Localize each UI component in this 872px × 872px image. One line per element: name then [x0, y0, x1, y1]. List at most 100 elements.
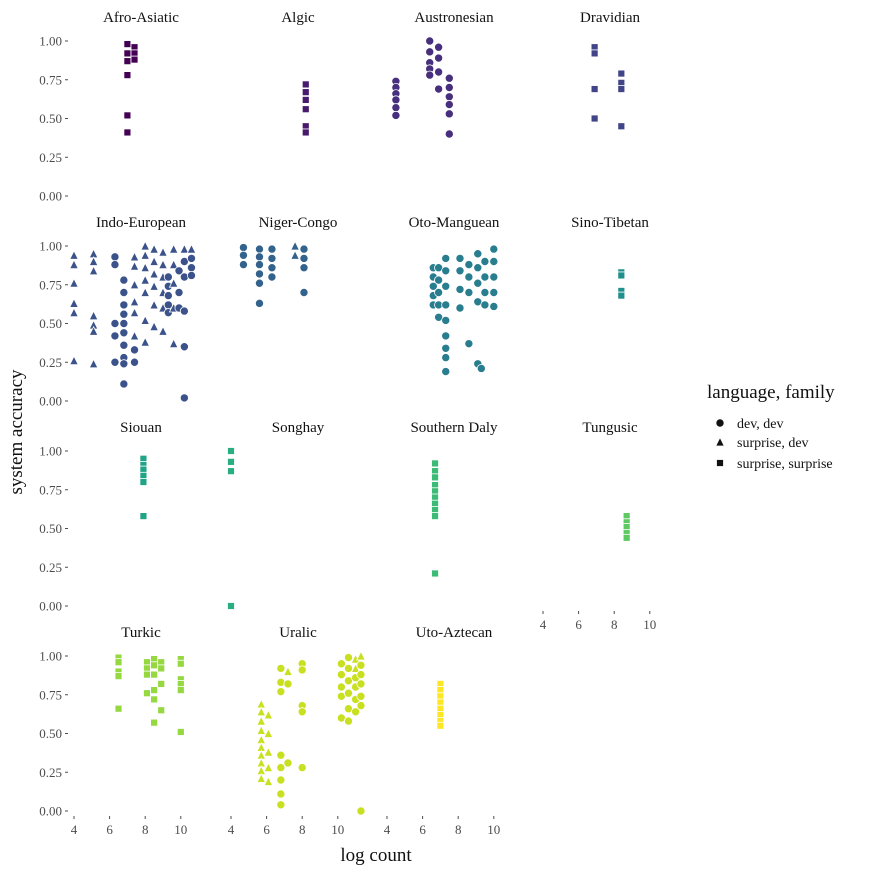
point-niger-congo-17 [299, 263, 309, 273]
panels-layer: Afro-Asiatic Algic Austronesian Dravidian In… [39, 10, 656, 837]
point-indo-european-32 [129, 307, 140, 318]
x-tick-label: 4 [540, 617, 547, 632]
point-indo-european-3 [69, 297, 79, 308]
point-uralic-15 [276, 663, 286, 673]
point-uralic-29 [297, 707, 307, 717]
x-tick-label: 10 [643, 617, 656, 632]
point-turkic-10 [150, 661, 159, 670]
panel-indo-european: Indo-European [69, 215, 197, 403]
point-austronesian-13 [434, 67, 444, 77]
point-oto-manguean-40 [489, 287, 499, 297]
point-uralic-22 [276, 800, 286, 810]
point-oto-manguean-26 [464, 339, 474, 349]
point-niger-congo-2 [238, 260, 248, 270]
point-oto-manguean-21 [455, 284, 465, 294]
point-niger-congo-9 [267, 244, 277, 254]
x-tick-label: 4 [384, 822, 391, 837]
legend-label-dev-dev: dev, dev [737, 417, 784, 432]
point-indo-european-11 [88, 325, 99, 336]
point-indo-european-77 [186, 270, 196, 280]
y-axis-title: system accuracy [6, 369, 27, 495]
point-austronesian-5 [391, 110, 401, 120]
point-niger-congo-16 [299, 253, 309, 263]
point-songhay-3 [227, 602, 235, 610]
x-tick-label: 4 [228, 822, 235, 837]
point-niger-congo-12 [267, 272, 277, 282]
point-indo-european-47 [149, 299, 159, 310]
point-oto-manguean-2 [428, 281, 438, 291]
point-uralic-47 [351, 707, 361, 717]
point-indo-european-43 [149, 243, 159, 254]
point-indo-european-9 [88, 310, 99, 321]
point-turkic-4 [114, 704, 123, 713]
panel-oto-manguean: Oto-Manguean [409, 215, 500, 377]
point-austronesian-19 [444, 109, 454, 119]
y-tick-label: 1.00 [39, 444, 62, 459]
point-oto-manguean-7 [434, 287, 444, 297]
point-uralic-52 [356, 691, 366, 701]
point-oto-manguean-20 [455, 266, 465, 276]
panel-austronesian: Austronesian [391, 10, 494, 139]
point-uralic-13 [263, 762, 274, 772]
panel-algic: Algic [281, 10, 315, 137]
point-uralic-51 [356, 679, 366, 689]
point-uralic-20 [276, 775, 286, 785]
point-indo-european-40 [140, 287, 151, 297]
point-oto-manguean-11 [441, 266, 451, 276]
point-dravidian-4 [617, 69, 626, 78]
x-tick-label: 6 [575, 617, 582, 632]
point-uralic-27 [297, 665, 307, 675]
y-tick-label: 0.00 [39, 189, 62, 204]
point-uralic-18 [276, 750, 286, 760]
point-turkic-20 [176, 659, 185, 668]
point-indo-european-5 [69, 355, 79, 366]
point-austronesian-14 [434, 84, 444, 94]
panel-title-afro-asiatic: Afro-Asiatic [103, 10, 179, 26]
point-turkic-3 [114, 672, 123, 681]
point-austronesian-10 [425, 70, 435, 80]
point-uralic-21 [276, 789, 286, 799]
point-oto-manguean-10 [441, 253, 451, 263]
point-indo-european-15 [110, 318, 120, 328]
point-uto-aztecan-7 [436, 721, 445, 730]
point-dravidian-2 [590, 85, 599, 93]
panel-siouan: Siouan [120, 420, 162, 520]
point-oto-manguean-41 [489, 301, 499, 311]
point-austronesian-16 [444, 83, 454, 93]
point-indo-european-72 [179, 342, 189, 352]
point-indo-european-65 [174, 266, 184, 276]
point-oto-manguean-18 [441, 367, 451, 377]
point-uralic-50 [356, 670, 366, 680]
point-niger-congo-8 [254, 298, 264, 308]
point-indo-european-49 [158, 246, 168, 257]
y-tick-label: 0.00 [39, 394, 62, 409]
point-afro-asiatic-0 [123, 40, 132, 48]
point-niger-congo-3 [254, 244, 264, 254]
legend-title: language, family [707, 382, 835, 403]
point-oto-manguean-36 [480, 300, 490, 310]
legend-keys [715, 418, 725, 467]
point-southern-daly-8 [431, 512, 439, 520]
point-uralic-25 [283, 758, 293, 768]
point-algic-2 [301, 96, 310, 104]
point-oto-manguean-17 [441, 353, 451, 363]
legend-label-surprise-dev: surprise, dev [737, 436, 809, 451]
point-uralic-33 [336, 682, 346, 692]
point-turkic-16 [157, 664, 166, 673]
y-tick-label: 1.00 [39, 649, 62, 664]
point-indo-european-12 [88, 358, 99, 369]
point-oto-manguean-22 [455, 303, 465, 313]
point-sino-tibetan-3 [617, 291, 626, 300]
point-indo-european-68 [179, 243, 190, 254]
point-indo-european-23 [119, 328, 129, 338]
point-austronesian-20 [444, 129, 454, 139]
panel-title-algic: Algic [281, 10, 315, 26]
point-uralic-32 [336, 670, 346, 680]
point-oto-manguean-33 [480, 256, 490, 266]
point-oto-manguean-29 [473, 278, 483, 288]
point-turkic-11 [150, 670, 159, 679]
legend-label-surprise-surprise: surprise, surprise [737, 457, 833, 472]
point-uralic-54 [356, 806, 366, 816]
point-turkic-24 [176, 728, 185, 736]
panel-title-dravidian: Dravidian [580, 10, 640, 26]
